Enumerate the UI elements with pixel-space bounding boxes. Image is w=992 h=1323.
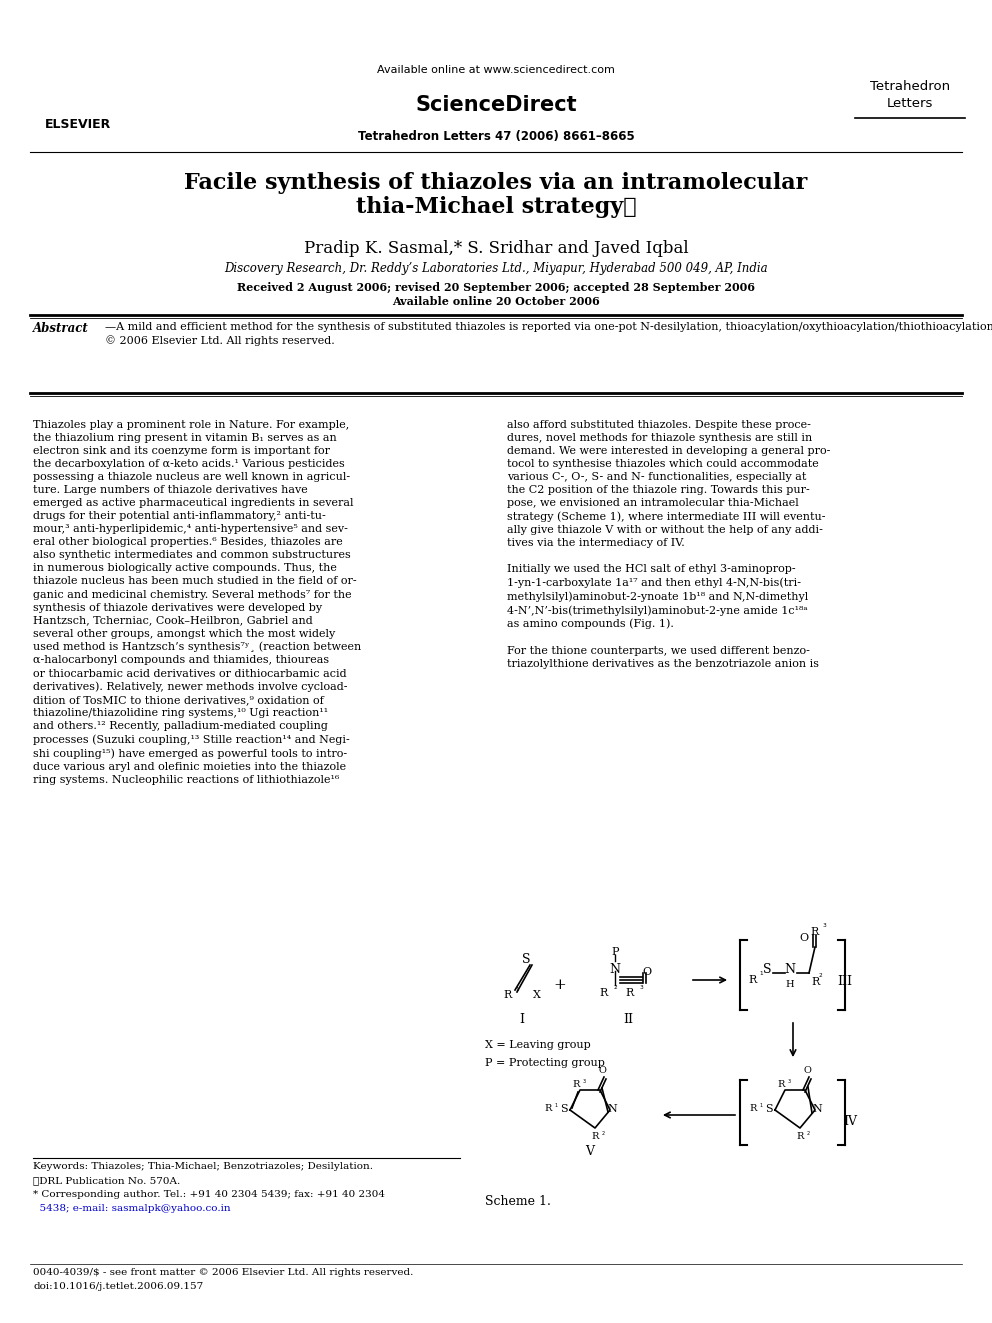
Text: X = Leaving group: X = Leaving group	[485, 1040, 591, 1050]
Text: * Corresponding author. Tel.: +91 40 2304 5439; fax: +91 40 2304: * Corresponding author. Tel.: +91 40 230…	[33, 1189, 385, 1199]
Text: Thiazoles play a prominent role in Nature. For example,
the thiazolium ring pres: Thiazoles play a prominent role in Natur…	[33, 419, 361, 785]
Text: Tetrahedron Letters 47 (2006) 8661–8665: Tetrahedron Letters 47 (2006) 8661–8665	[358, 130, 634, 143]
Text: $^3$: $^3$	[582, 1077, 587, 1085]
Text: 5438; e-mail: sasmalpk@yahoo.co.in: 5438; e-mail: sasmalpk@yahoo.co.in	[33, 1204, 230, 1213]
Text: $^2$: $^2$	[818, 974, 823, 982]
Text: ScienceDirect: ScienceDirect	[416, 95, 576, 115]
Text: R: R	[545, 1103, 552, 1113]
Text: ELSEVIER: ELSEVIER	[45, 118, 111, 131]
Text: R: R	[810, 927, 819, 937]
Text: I: I	[520, 1013, 525, 1027]
Text: R: R	[626, 988, 634, 998]
Text: S: S	[765, 1103, 773, 1114]
Text: Tetrahedron: Tetrahedron	[870, 79, 950, 93]
Text: $^3$: $^3$	[787, 1077, 792, 1085]
Text: also afford substituted thiazoles. Despite these proce-
dures, novel methods for: also afford substituted thiazoles. Despi…	[507, 419, 830, 668]
Text: Discovery Research, Dr. Reddy’s Laboratories Ltd., Miyapur, Hyderabad 500 049, A: Discovery Research, Dr. Reddy’s Laborato…	[224, 262, 768, 275]
Text: —A mild and efficient method for the synthesis of substituted thiazoles is repor: —A mild and efficient method for the syn…	[105, 321, 992, 347]
Text: 0040-4039/$ - see front matter © 2006 Elsevier Ltd. All rights reserved.: 0040-4039/$ - see front matter © 2006 El…	[33, 1267, 414, 1277]
Text: $^1$: $^1$	[554, 1101, 558, 1109]
Text: Scheme 1.: Scheme 1.	[485, 1195, 551, 1208]
Text: R: R	[811, 976, 819, 987]
Text: R: R	[749, 975, 757, 986]
Text: doi:10.1016/j.tetlet.2006.09.157: doi:10.1016/j.tetlet.2006.09.157	[33, 1282, 203, 1291]
Text: S: S	[560, 1103, 567, 1114]
Text: R: R	[572, 1080, 579, 1089]
Text: Abstract: Abstract	[33, 321, 88, 335]
Text: O: O	[804, 1066, 810, 1076]
Text: Keywords: Thiazoles; Thia-Michael; Benzotriazoles; Desilylation.: Keywords: Thiazoles; Thia-Michael; Benzo…	[33, 1162, 373, 1171]
Text: R: R	[749, 1103, 757, 1113]
Text: R: R	[504, 990, 512, 1000]
Text: $^3$: $^3$	[822, 923, 827, 931]
Text: +: +	[554, 978, 566, 992]
Text: R: R	[778, 1080, 785, 1089]
Text: $^1$: $^1$	[759, 972, 764, 980]
Text: Facile synthesis of thiazoles via an intramolecular: Facile synthesis of thiazoles via an int…	[185, 172, 807, 194]
Text: ⋆DRL Publication No. 570A.: ⋆DRL Publication No. 570A.	[33, 1176, 181, 1185]
Text: $^1$: $^1$	[759, 1101, 764, 1109]
Text: X: X	[533, 990, 541, 1000]
Text: S: S	[763, 963, 771, 976]
Text: N: N	[609, 963, 621, 976]
Text: P: P	[611, 947, 619, 957]
Text: Pradip K. Sasmal,* S. Sridhar and Javed Iqbal: Pradip K. Sasmal,* S. Sridhar and Javed …	[304, 239, 688, 257]
Text: $^2$: $^2$	[601, 1129, 606, 1136]
Text: O: O	[642, 967, 651, 976]
Text: R: R	[797, 1132, 804, 1140]
Text: Received 2 August 2006; revised 20 September 2006; accepted 28 September 2006: Received 2 August 2006; revised 20 Septe…	[237, 282, 755, 294]
Text: S: S	[522, 953, 531, 966]
Text: Letters: Letters	[887, 97, 933, 110]
Text: thia-Michael strategy⋆: thia-Michael strategy⋆	[356, 196, 636, 218]
Text: $^2$: $^2$	[613, 986, 618, 994]
Text: N: N	[812, 1103, 822, 1114]
Text: R: R	[591, 1132, 599, 1140]
Text: P = Protecting group: P = Protecting group	[485, 1058, 605, 1068]
Text: N: N	[785, 963, 796, 976]
Text: $^3$: $^3$	[639, 986, 645, 994]
Text: Available online 20 October 2006: Available online 20 October 2006	[392, 296, 600, 307]
Text: O: O	[598, 1066, 606, 1076]
Text: N: N	[607, 1103, 617, 1114]
Text: V: V	[585, 1144, 594, 1158]
Text: III: III	[837, 975, 852, 988]
Text: R: R	[600, 988, 608, 998]
Text: O: O	[800, 933, 809, 943]
Text: $^2$: $^2$	[806, 1129, 810, 1136]
Text: $^1$: $^1$	[515, 987, 520, 995]
Text: II: II	[623, 1013, 633, 1027]
Text: Available online at www.sciencedirect.com: Available online at www.sciencedirect.co…	[377, 65, 615, 75]
Text: IV: IV	[843, 1115, 857, 1129]
Text: H: H	[786, 980, 795, 990]
